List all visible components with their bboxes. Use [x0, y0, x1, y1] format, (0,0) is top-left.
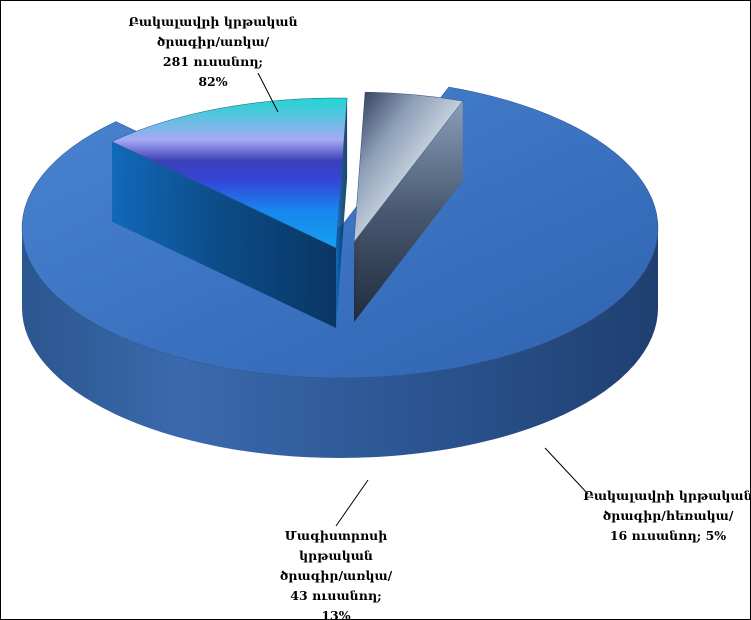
label-master-fulltime-leader-line	[335, 479, 369, 527]
label-bachelor-fulltime-line-3: 281 ուսանող;	[163, 54, 263, 69]
label-bachelor-fulltime-line-4: 82%	[198, 74, 227, 89]
pie-slice-bachelor-fulltime-side	[22, 228, 658, 458]
label-master-fulltime-line-5: 13%	[321, 608, 350, 620]
pie-slice-master-fulltime-cut-face	[111, 141, 336, 328]
pie-slice-master-fulltime-top	[111, 97, 348, 249]
label-master-fulltime-line-2: կրթական	[299, 548, 373, 563]
pie-slice-bachelor-distance	[353, 91, 464, 323]
label-bachelor-fulltime-leader-line	[257, 72, 279, 113]
label-bachelor-fulltime-line-1: Բակալավրի կրթական	[128, 14, 297, 29]
pie-slice-bachelor-distance-cut-face	[354, 101, 463, 322]
label-bachelor-distance-line-2: ծրագիր/հեռակա/	[603, 508, 734, 523]
label-bachelor-distance-line-3: 16 ուսանող; 5%	[610, 528, 726, 543]
label-master-fulltime-line-4: 43 ուսանող;	[290, 588, 381, 603]
label-master-fulltime-line-1: Մագիստրոսի	[285, 528, 388, 543]
label-master-fulltime-line-3: ծրագիր/առկա/	[280, 568, 393, 583]
pie-slice-bachelor-distance-top	[353, 91, 464, 243]
pie-slice-master-fulltime-cut-face	[336, 98, 348, 329]
label-bachelor-fulltime-line-2: ծրագիր/առկա/	[157, 34, 270, 49]
label-bachelor-distance-line-1: Բակալավրի կրթական	[583, 488, 751, 503]
pie-slice-master-fulltime	[111, 97, 348, 329]
label-bachelor-distance-leader-line	[544, 447, 589, 495]
